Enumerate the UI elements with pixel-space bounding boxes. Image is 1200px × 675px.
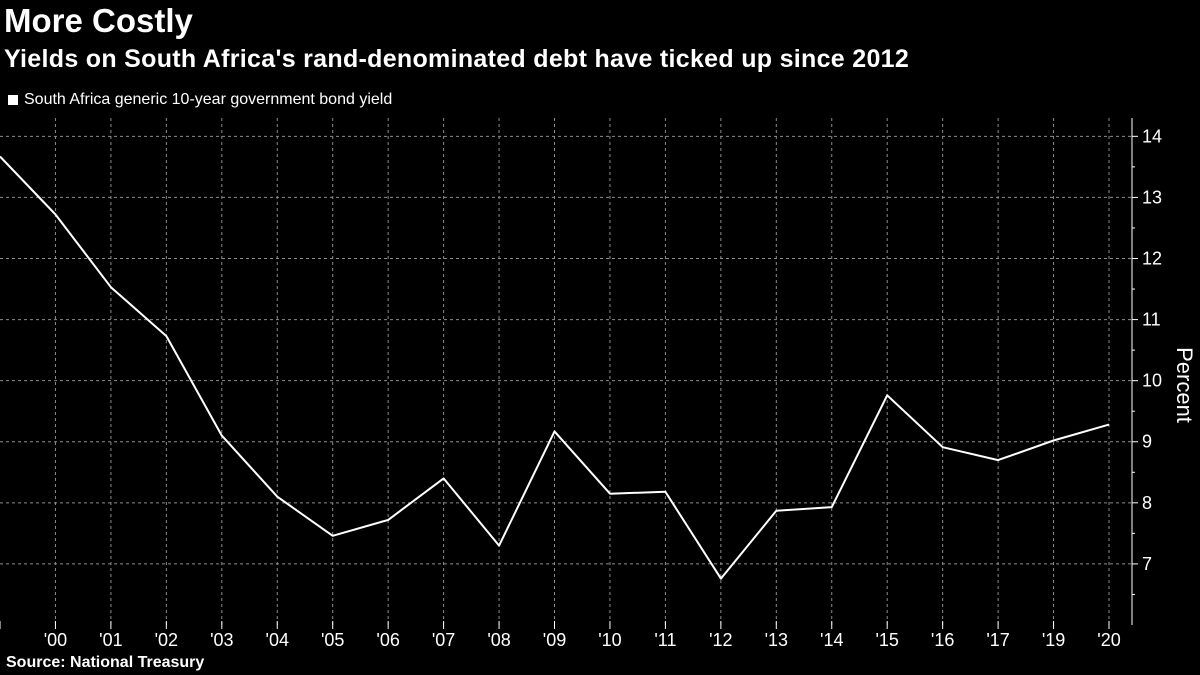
y-tick-label: 14	[1142, 126, 1162, 146]
x-tick-label: '19	[1042, 630, 1065, 650]
x-tick-label: '07	[432, 630, 455, 650]
x-tick-label: '01	[99, 630, 122, 650]
y-tick-label: 7	[1142, 554, 1152, 574]
source-note: Source: National Treasury	[6, 654, 205, 671]
x-tick-label: '04	[266, 630, 289, 650]
legend-label: South Africa generic 10-year government …	[24, 91, 393, 108]
x-tick-label: '06	[376, 630, 399, 650]
chart-legend: South Africa generic 10-year government …	[8, 91, 392, 109]
x-tick-label: '02	[155, 630, 178, 650]
x-tick-label: '03	[210, 630, 233, 650]
gridlines	[0, 118, 1132, 625]
chart-title: More Costly	[4, 2, 193, 39]
x-tick-label: '12	[709, 630, 732, 650]
x-tick-label: '13	[765, 630, 788, 650]
x-tick-label: '11	[654, 630, 676, 650]
y-tick-label: 13	[1142, 187, 1162, 207]
x-tick-label: '15	[875, 630, 898, 650]
x-axis: '00 '01 '02 '03 '04 '05 '06 '07 '08 '09 '10 '11 '12 '…	[0, 621, 1121, 650]
x-tick-label: '08	[487, 630, 510, 650]
x-tick-label: '20	[1097, 630, 1120, 650]
x-tick-label: '09	[543, 630, 566, 650]
y-tick-label: 8	[1142, 493, 1152, 513]
chart-subtitle: Yields on South Africa's rand-denominate…	[4, 45, 910, 73]
y-tick-label: 12	[1142, 248, 1162, 268]
x-tick-label: '17	[986, 630, 1009, 650]
series-layer	[0, 155, 1110, 580]
x-tick-label: '10	[598, 630, 621, 650]
series-line	[0, 155, 1110, 580]
y-axis-title: Percent	[1172, 347, 1197, 423]
y-tick-label: 11	[1142, 310, 1161, 330]
legend-swatch-icon	[8, 95, 18, 105]
x-tick-label: '05	[321, 630, 344, 650]
x-tick-label: '14	[820, 630, 843, 650]
y-tick-label: 10	[1142, 371, 1162, 391]
y-tick-label: 9	[1142, 432, 1152, 452]
x-tick-label: '16	[931, 630, 954, 650]
x-tick-label: '00	[44, 630, 67, 650]
y-axis: 7 8 9 10 11 12 13 14	[1131, 118, 1162, 625]
